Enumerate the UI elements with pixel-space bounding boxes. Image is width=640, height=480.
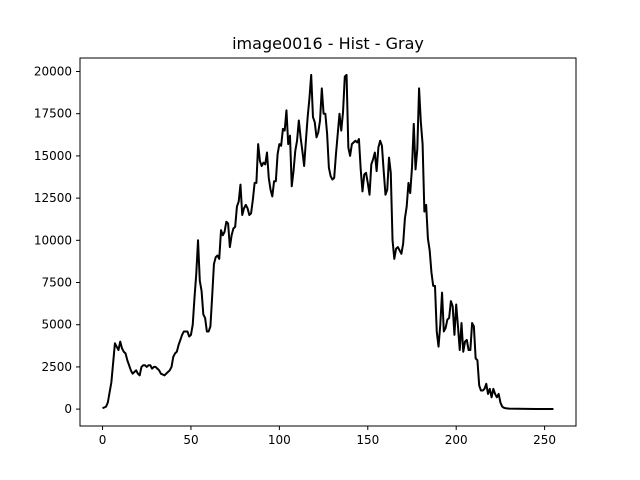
y-tick-label: 15000 [34, 149, 72, 163]
x-tick-label: 50 [183, 433, 198, 447]
x-tick-label: 150 [356, 433, 379, 447]
y-tick-label: 0 [64, 402, 72, 416]
x-axis: 0 50 100 150 200 250 [99, 426, 556, 447]
y-tick-label: 17500 [34, 107, 72, 121]
y-tick-label: 12500 [34, 191, 72, 205]
plot-frame [79, 57, 577, 427]
x-tick-label: 200 [445, 433, 468, 447]
y-axis: 0 2500 5000 7500 10000 12500 15000 17500 20000 [34, 65, 80, 416]
x-tick-label: 100 [268, 433, 291, 447]
y-tick-label: 2500 [41, 360, 72, 374]
y-tick-label: 5000 [41, 318, 72, 332]
y-tick-label: 7500 [41, 276, 72, 290]
y-tick-label: 20000 [34, 65, 72, 79]
chart-title: image0016 - Hist - Gray [232, 34, 424, 53]
x-tick-label: 250 [533, 433, 556, 447]
y-tick-label: 10000 [34, 233, 72, 247]
histogram-line [102, 73, 554, 411]
x-tick-label: 0 [99, 433, 107, 447]
